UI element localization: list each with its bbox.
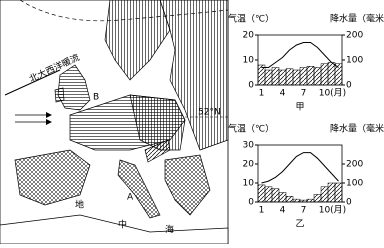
sea-label: 地 [75, 199, 84, 211]
y-axis-title: 气温（℃） [228, 13, 274, 25]
alps [144, 139, 171, 163]
precip-bar [327, 182, 336, 203]
precip-bar [271, 67, 280, 86]
arctic-circle [19, 0, 229, 22]
precip-bar [278, 192, 287, 203]
x-tick-label: 4 [280, 89, 286, 99]
precip-bar [278, 69, 287, 86]
x-tick-label: 7 [301, 89, 307, 99]
y2-axis-title: 降水量（毫米） [330, 13, 384, 25]
x-tick-label: 10 [319, 206, 331, 216]
y-tick-label: 10 [243, 179, 255, 189]
precip-bar [306, 66, 315, 86]
wind-arrows [15, 114, 50, 123]
x-tick-label: 4 [280, 206, 286, 216]
x-tick-label: 7 [301, 206, 307, 216]
precip-bar [292, 69, 301, 86]
italy [117, 159, 161, 219]
eastern-europe [159, 0, 229, 151]
north-africa [0, 214, 229, 245]
y2-tick-label: 200 [346, 160, 363, 170]
central-europe [129, 94, 186, 151]
balkans [164, 154, 211, 216]
y2-tick-label: 100 [346, 56, 363, 66]
map: 北大西洋暖流 B 52°N A 地 中 海 [0, 0, 229, 245]
precip-bar [320, 186, 329, 203]
precip-bar [264, 186, 273, 203]
lat-label: 52°N [198, 108, 221, 118]
x-axis-unit: (月) [330, 205, 346, 216]
y2-tick-label: 200 [346, 31, 363, 41]
y-axis-title: 气温（℃） [228, 123, 274, 135]
precip-bar [299, 67, 308, 86]
chart-title: 甲 [295, 102, 304, 113]
precip-bar [313, 194, 322, 203]
precip-bar [292, 198, 301, 203]
precip-bar [299, 199, 308, 203]
chart-title: 乙 [295, 219, 304, 230]
precip-bar [285, 196, 294, 203]
precip-bar [285, 68, 294, 86]
y-tick-label: 0 [248, 198, 254, 208]
ireland [54, 87, 65, 103]
precip-bar [334, 182, 343, 203]
temp-line [261, 152, 339, 184]
x-tick-label: 10 [319, 89, 331, 99]
y2-tick-label: 0 [346, 198, 352, 208]
precip-bar [264, 69, 273, 86]
x-tick-label: 1 [259, 89, 265, 99]
x-tick-label: 1 [259, 206, 265, 216]
current-arrow [4, 69, 61, 96]
precip-bar [257, 184, 266, 203]
precip-bar [257, 64, 266, 86]
y-tick-label: 0 [248, 81, 254, 91]
x-axis-unit: (月) [330, 88, 346, 99]
y-tick-label: 30 [243, 141, 255, 151]
y-tick-label: 20 [243, 31, 255, 41]
sea-label: 海 [165, 224, 174, 236]
y2-tick-label: 100 [346, 179, 363, 189]
iberia [14, 149, 91, 206]
precip-bar [313, 67, 322, 86]
sea-label: 中 [118, 219, 127, 231]
y2-tick-label: 0 [346, 81, 352, 91]
arrow-heads [46, 112, 52, 125]
precip-bar [327, 62, 336, 86]
temp-line [261, 42, 339, 68]
precip-bar [320, 63, 329, 86]
precip-bar [306, 198, 315, 203]
y-tick-label: 20 [243, 160, 255, 170]
label-b: B [93, 93, 99, 103]
precip-bar [334, 63, 343, 86]
precip-bar [271, 188, 280, 203]
y2-axis-title: 降水量（毫米） [330, 123, 384, 135]
y-tick-label: 10 [243, 56, 255, 66]
label-a: A [127, 193, 134, 203]
